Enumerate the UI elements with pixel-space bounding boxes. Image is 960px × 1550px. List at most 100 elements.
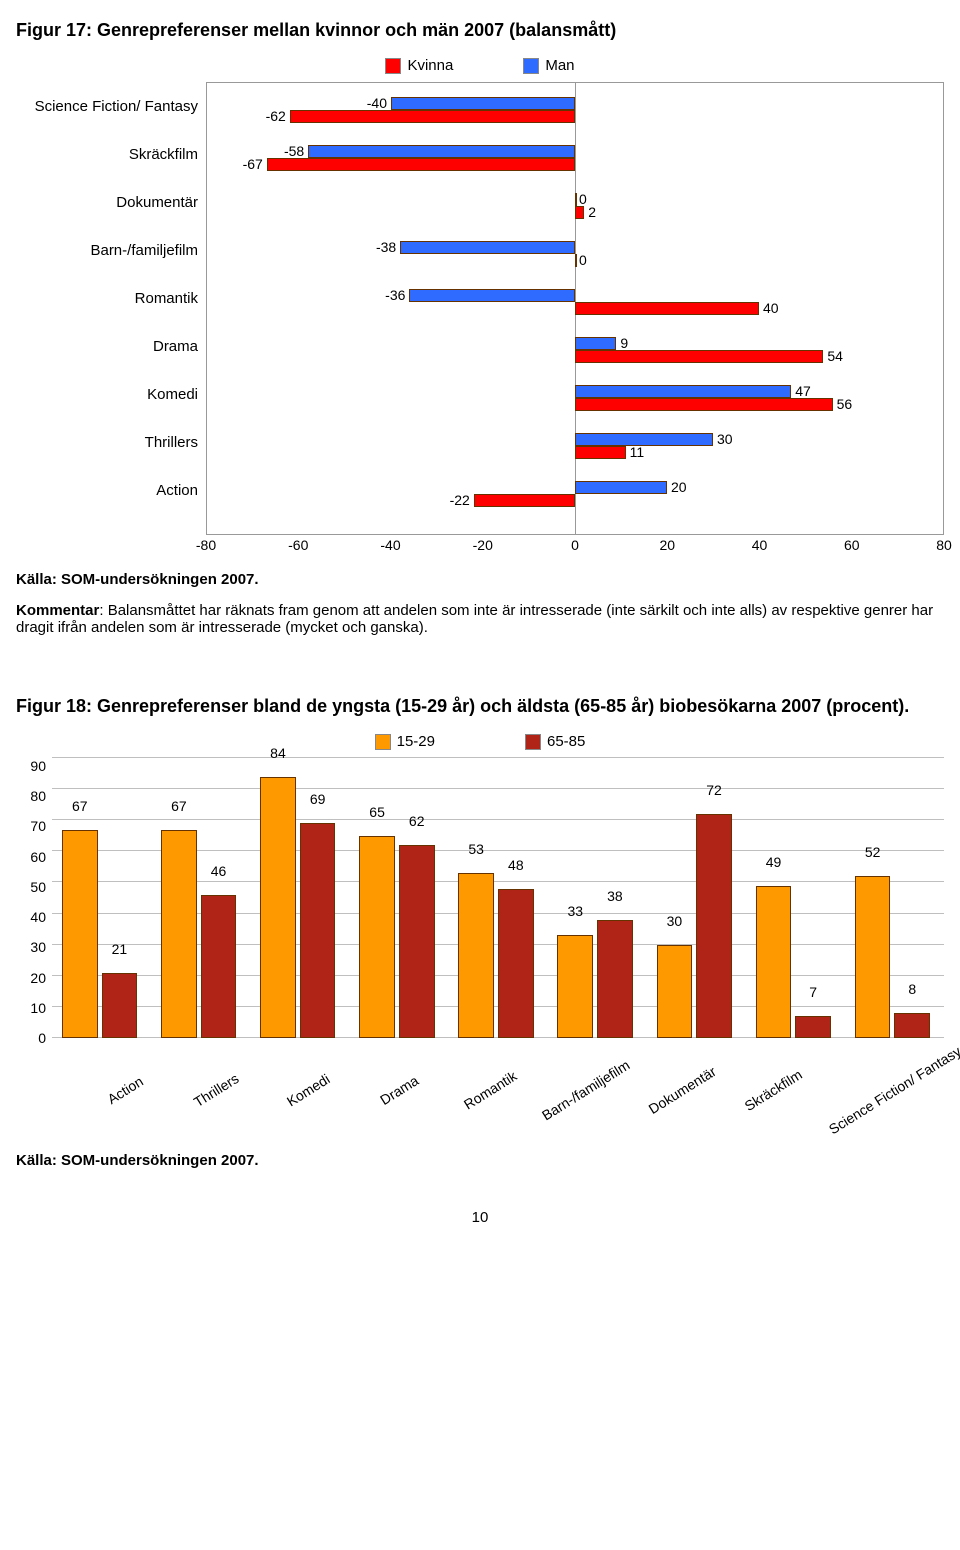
- bar-man: [575, 481, 667, 494]
- bar-group: 8469: [250, 758, 349, 1038]
- bar-value: -67: [243, 156, 263, 172]
- bar-value: 48: [496, 857, 536, 873]
- xtick: -20: [473, 537, 493, 553]
- bar-old: [300, 823, 336, 1038]
- bar-value: 67: [159, 798, 199, 814]
- legend-young-label: 15-29: [397, 733, 435, 750]
- bar-value: 67: [60, 798, 100, 814]
- figure18-title: Figur 18: Genrepreferenser bland de yngs…: [16, 696, 944, 717]
- bar-value: 65: [357, 804, 397, 820]
- bar-value: 11: [630, 444, 645, 460]
- figure18-legend: 15-29 65-85: [16, 733, 944, 750]
- ytick: 30: [16, 939, 46, 955]
- bar-row: 20-22: [207, 481, 943, 507]
- swatch-kvinna: [385, 58, 401, 74]
- figure18-yaxis: 9080706050403020100: [16, 758, 52, 1046]
- bar-value: 0: [579, 191, 587, 207]
- xtick: -40: [380, 537, 400, 553]
- bar-row: 3011: [207, 433, 943, 459]
- bar-old: [696, 814, 732, 1038]
- bar-man: [391, 97, 575, 110]
- bar-row: -40 -62: [207, 97, 943, 123]
- bar-value: -62: [266, 108, 286, 124]
- legend-kvinna: Kvinna: [385, 57, 453, 74]
- figure18-source: Källa: SOM-undersökningen 2007.: [16, 1152, 944, 1169]
- figure18-xaxis-wrap: ActionThrillersKomediDramaRomantikBarn-/…: [16, 1046, 944, 1136]
- bar-young: [359, 836, 395, 1038]
- bar-value: 21: [100, 941, 140, 957]
- bar-old: [597, 920, 633, 1038]
- xtick: -60: [288, 537, 308, 553]
- bar-value: -40: [367, 95, 387, 111]
- category-label: Romantik: [16, 274, 206, 322]
- bar-row: -58-67: [207, 145, 943, 171]
- category-label: Thrillers: [16, 418, 206, 466]
- bar-young: [260, 777, 296, 1038]
- legend-kvinna-label: Kvinna: [407, 57, 453, 74]
- bar-value: 40: [763, 300, 779, 316]
- bar-young: [756, 886, 792, 1038]
- bar-man: [575, 193, 577, 206]
- category-label: Drama: [16, 322, 206, 370]
- ytick: 70: [16, 818, 46, 834]
- figure17-source-text: Källa: SOM-undersökningen 2007.: [16, 571, 259, 588]
- bar-kvinna: [575, 446, 626, 459]
- figure17-title: Figur 17: Genrepreferenser mellan kvinno…: [16, 20, 944, 41]
- figure18-xaxis: ActionThrillersKomediDramaRomantikBarn-/…: [52, 1046, 944, 1136]
- bar-value: 33: [555, 903, 595, 919]
- bar-row: -38 0: [207, 241, 943, 267]
- bar-value: 53: [456, 841, 496, 857]
- legend-old-label: 65-85: [547, 733, 585, 750]
- figure18-bars: 6721674684696562534833383072497528: [52, 758, 944, 1038]
- bar-old: [795, 1016, 831, 1038]
- xtick: 60: [844, 537, 860, 553]
- swatch-old: [525, 734, 541, 750]
- swatch-young: [375, 734, 391, 750]
- ytick: 20: [16, 970, 46, 986]
- bar-group: 528: [845, 758, 944, 1038]
- figure18-source-text: Källa: SOM-undersökningen 2007.: [16, 1152, 259, 1169]
- bar-kvinna: [575, 206, 584, 219]
- spacer: [16, 1046, 52, 1136]
- bar-kvinna: [474, 494, 575, 507]
- bar-young: [62, 830, 98, 1038]
- category-label: Barn-/familjefilm: [16, 226, 206, 274]
- bar-row: 02: [207, 193, 943, 219]
- figure17-legend: Kvinna Man: [16, 57, 944, 74]
- bar-value: 0: [579, 252, 587, 268]
- bar-group: 3338: [548, 758, 647, 1038]
- figure18-chart: 9080706050403020100 67216746846965625348…: [16, 758, 944, 1046]
- bar-kvinna: [575, 254, 577, 267]
- bar-man: [575, 337, 616, 350]
- bar-young: [855, 876, 891, 1038]
- ytick: 50: [16, 879, 46, 895]
- legend-man: Man: [523, 57, 574, 74]
- category-label: Action: [16, 466, 206, 514]
- legend-young: 15-29: [375, 733, 435, 750]
- bar-value: 49: [754, 854, 794, 870]
- bar-value: 38: [595, 888, 635, 904]
- bar-value: 84: [258, 745, 298, 761]
- bar-value: -36: [385, 287, 405, 303]
- bar-kvinna: [575, 350, 823, 363]
- bar-value: 54: [827, 348, 843, 364]
- category-label: Science Fiction/ Fantasy: [16, 82, 206, 130]
- bar-group: 6562: [349, 758, 448, 1038]
- bar-old: [399, 845, 435, 1038]
- figure17-source: Källa: SOM-undersökningen 2007.: [16, 571, 944, 588]
- bar-value: 52: [853, 844, 893, 860]
- figure18-plot: 6721674684696562534833383072497528: [52, 758, 944, 1038]
- legend-old: 65-85: [525, 733, 585, 750]
- category-label: Dokumentär: [16, 178, 206, 226]
- bar-man: [409, 289, 575, 302]
- page-number: 10: [16, 1209, 944, 1226]
- bar-group: 497: [746, 758, 845, 1038]
- bar-value: 2: [588, 204, 596, 220]
- legend-man-label: Man: [545, 57, 574, 74]
- bar-value: -38: [376, 239, 396, 255]
- bar-man: [575, 385, 791, 398]
- bar-young: [161, 830, 197, 1038]
- bar-group: 3072: [647, 758, 746, 1038]
- bar-value: 56: [837, 396, 853, 412]
- figure17-xaxis: -80-60-40-20020406080: [206, 535, 944, 557]
